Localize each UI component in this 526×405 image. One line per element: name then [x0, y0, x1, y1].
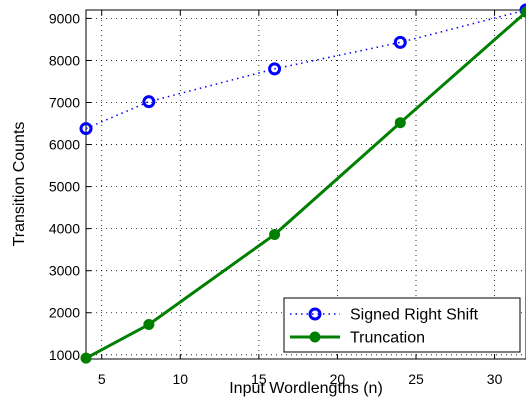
legend-label-signed-right-shift: Signed Right Shift: [350, 307, 479, 324]
ticks: 5 10 15 20 25 30 1000 2000 3000 4000 5000 6000 7000 8…: [49, 10, 503, 387]
y-axis-label: Transition Counts: [11, 122, 28, 247]
x-tick-label: 5: [98, 371, 106, 387]
series-0-point: [393, 35, 407, 49]
y-tick-label: 6000: [49, 137, 80, 153]
y-tick-label: 8000: [49, 52, 80, 68]
x-tick-label: 30: [487, 371, 503, 387]
series-0-point: [268, 62, 282, 76]
series-0-point: [79, 122, 93, 136]
series-0-point: [142, 95, 156, 109]
series-1-point: [80, 352, 92, 364]
series-1-point: [394, 117, 406, 129]
y-tick-label: 4000: [49, 221, 80, 237]
x-tick-label: 10: [172, 371, 188, 387]
x-tick-label: 15: [251, 371, 267, 387]
series-line-0: [85, 9, 526, 130]
series: [79, 3, 526, 364]
y-tick-label: 2000: [49, 305, 80, 321]
series-1-point: [143, 319, 155, 331]
y-tick-label: 9000: [49, 10, 80, 26]
x-tick-label: 25: [408, 371, 424, 387]
legend-box: [283, 297, 521, 353]
y-tick-label: 3000: [49, 263, 80, 279]
y-tick-label: 5000: [49, 179, 80, 195]
x-tick-label: 20: [330, 371, 346, 387]
series-1-point: [520, 6, 526, 18]
x-axis-label: Input Wordlengths (n): [229, 380, 383, 397]
legend-label-truncation: Truncation: [350, 330, 425, 347]
legend: Signed Right Shift Truncation: [283, 297, 521, 353]
y-tick-label: 7000: [49, 95, 80, 111]
legend-marker-truncation: [309, 331, 321, 343]
series-1-point: [269, 229, 281, 241]
legend-marker-signed-right-shift: [308, 307, 322, 321]
y-tick-label: 1000: [49, 347, 80, 363]
